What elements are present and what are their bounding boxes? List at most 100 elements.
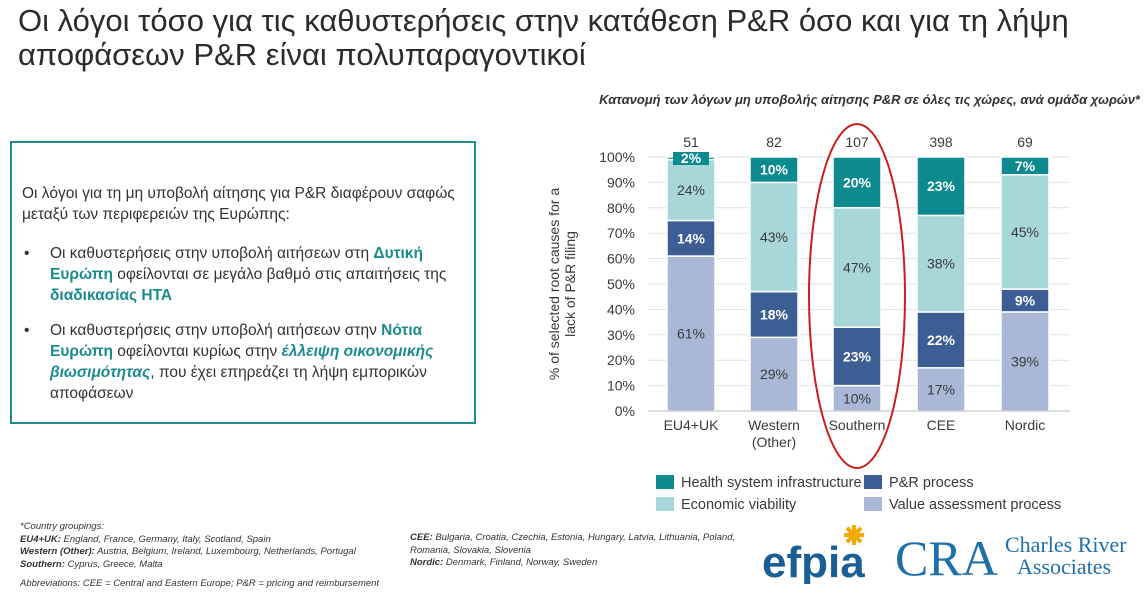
chart-highlight [808, 123, 906, 469]
bar-label-bg [673, 152, 709, 165]
bar-segment [749, 156, 799, 184]
bar-value-label: 45% [1011, 224, 1039, 240]
bar-segment [916, 214, 966, 313]
bullet-western-text-2: οφείλονται σε μεγάλο βαθμό στις απαιτήσε… [112, 266, 447, 283]
bar-total-label: 51 [683, 134, 699, 150]
footnote-eu4-countries: England, France, Germany, Italy, Scotlan… [63, 533, 271, 545]
x-tick-label-line: EU4+UK [664, 417, 720, 433]
x-tick-label: Western (Other) [748, 417, 800, 450]
bar-value-label: 10% [843, 390, 871, 406]
bar-value-label: 47% [843, 259, 871, 275]
chart-bars: 61% 14% 24% 2% 29% 18% 43% 10% 10% 23% 47% 20% 17% 22… [666, 150, 1050, 412]
bar-value-label: 7% [1015, 158, 1036, 174]
cra-name-line-2: Associates [1017, 554, 1111, 579]
legend-swatch [656, 475, 674, 489]
bar-value-label: 22% [927, 332, 956, 348]
summary-bullets: • Οι καθυστερήσεις στην υποβολή αιτήσεων… [22, 243, 462, 418]
bullet-southern-highlight-region: Νότια Ευρώπη [50, 322, 423, 360]
x-axis: 51 EU4+UK 82 Western (Other) 107 Southern 398 CE… [648, 134, 1070, 450]
legend-label: Economic viability [681, 497, 797, 513]
y-tick-label: 40% [607, 301, 635, 317]
legend-label: Value assessment process [889, 497, 1061, 513]
x-tick-label-line: Western [748, 417, 800, 433]
bullet-southern-text-2: οφείλονται κυρίως στην [112, 343, 282, 360]
bar-segment [832, 156, 882, 209]
legend-swatch [656, 497, 674, 511]
bar-value-label: 2% [681, 150, 702, 166]
bar-value-label: 61% [677, 326, 705, 342]
bullet-western-text-1: Οι καθυστερήσεις στην υποβολή αιτήσεων σ… [50, 245, 374, 262]
bar-value-label: 23% [927, 178, 956, 194]
bar-total-label: 69 [1017, 134, 1033, 150]
footnote-southern-label: Southern: [20, 558, 65, 570]
footnote-western-countries: Austria, Belgium, Ireland, Luxembourg, N… [97, 546, 356, 557]
y-tick-label: 50% [607, 276, 635, 292]
bullet-dot: • [24, 322, 30, 339]
y-tick-label: 70% [607, 225, 635, 241]
bullet-southern-text-1: Οι καθυστερήσεις στην υποβολή αιτήσεων σ… [50, 322, 382, 339]
bar-value-label: 24% [677, 182, 705, 198]
bullet-western-highlight-region: Δυτική Ευρώπη [50, 245, 423, 283]
y-axis-title: % of selected root causes for alack of P… [546, 188, 578, 380]
bullet-dot: • [24, 245, 30, 262]
footnote-western: Western (Other): Austria, Belgium, Irela… [20, 546, 400, 559]
cra-name-line-1: Charles River [1005, 532, 1127, 557]
x-tick-label-line: CEE [927, 417, 956, 433]
footnote-abbreviations: Abbreviations: CEE = Central and Eastern… [20, 578, 380, 589]
y-tick-label: 80% [607, 200, 635, 216]
footnote-groupings-right: CEE: Bulgaria, Croatia, Czechia, Estonia… [410, 532, 740, 570]
bullet-western-highlight-hta: διαδικασίας HTA [50, 287, 173, 304]
bullet-southern-text-3: , που έχει επηρεάζει τη λήψη εμπορικών α… [50, 364, 427, 402]
x-tick-label: Southern [829, 417, 886, 433]
efpia-logo: efpia [762, 525, 865, 584]
x-tick-label: EU4+UK [664, 417, 720, 433]
bar-total-label: 107 [845, 134, 869, 150]
bullet-southern: • Οι καθυστερήσεις στην υποβολή αιτήσεων… [22, 320, 462, 404]
y-tick-label: 30% [607, 327, 635, 343]
footnote-nordic-label: Nordic: [410, 557, 444, 568]
bar-value-label: 17% [927, 381, 955, 397]
bar-value-label: 14% [677, 230, 706, 246]
chart-title: Κατανομή των λόγων μη υποβολής αίτησης P… [599, 92, 1140, 107]
footnote-groupings-left: *Country groupings: EU4+UK: England, Fra… [20, 521, 400, 571]
summary-textbox: Οι λόγοι για τη μη υποβολή αίτησης για P… [10, 141, 476, 424]
footnote-eu4: EU4+UK: England, France, Germany, Italy,… [20, 534, 400, 547]
bar-segment [1000, 174, 1050, 290]
cra-logo: CRA Charles River Associates [895, 530, 1127, 582]
bar-value-label: 9% [1015, 293, 1036, 309]
cra-mark: CRA [895, 530, 998, 582]
bar-value-label: 39% [1011, 353, 1039, 369]
slide-title: Οι λόγοι τόσο για τις καθυστερήσεις στην… [18, 3, 1069, 72]
y-axis-title-line-1: % of selected root causes for a [546, 188, 562, 380]
y-tick-label: 20% [607, 352, 635, 368]
efpia-wordmark: efpia [762, 538, 865, 584]
legend-label: Health system infrastructure [681, 475, 862, 491]
footnote-nordic-countries: Denmark, Finland, Norway, Sweden [445, 557, 598, 568]
bar-value-label: 18% [760, 306, 789, 322]
efpia-star-ray [845, 526, 863, 544]
legend-label: P&R process [889, 475, 974, 491]
y-tick-label: 60% [607, 251, 635, 267]
bar-value-label: 23% [843, 348, 872, 364]
legend-swatch [864, 497, 882, 511]
y-axis-title-line-2: lack of P&R filing [562, 231, 578, 337]
bar-segment [749, 336, 799, 412]
footnote-cee-label: CEE: [410, 532, 433, 543]
bar-value-label: 10% [760, 162, 789, 178]
bar-segment [1000, 311, 1050, 412]
footnote-nordic: Nordic: Denmark, Finland, Norway, Sweden [410, 557, 740, 570]
footnote-southern-countries: Cyprus, Greece, Malta [67, 558, 163, 570]
y-axis: 0% 10% 20% 30% 40% 50% 60% 70% 80% 90% 100% % of se… [546, 149, 635, 419]
chart-legend: Health system infrastructure P&R process E… [656, 475, 1061, 513]
bar-value-label: 20% [843, 174, 872, 190]
y-tick-label: 100% [599, 149, 635, 165]
bar-segment [916, 311, 966, 369]
bar-value-label: 43% [760, 229, 788, 245]
footnote-cee: CEE: Bulgaria, Croatia, Czechia, Estonia… [410, 532, 740, 557]
footnote-cee-countries: Bulgaria, Croatia, Czechia, Estonia, Hun… [410, 532, 736, 556]
footnote-southern: Southern: Cyprus, Greece, Malta [20, 559, 400, 572]
bar-total-label: 398 [929, 134, 953, 150]
y-tick-label: 0% [615, 403, 635, 419]
x-tick-label-line: Nordic [1005, 417, 1045, 433]
